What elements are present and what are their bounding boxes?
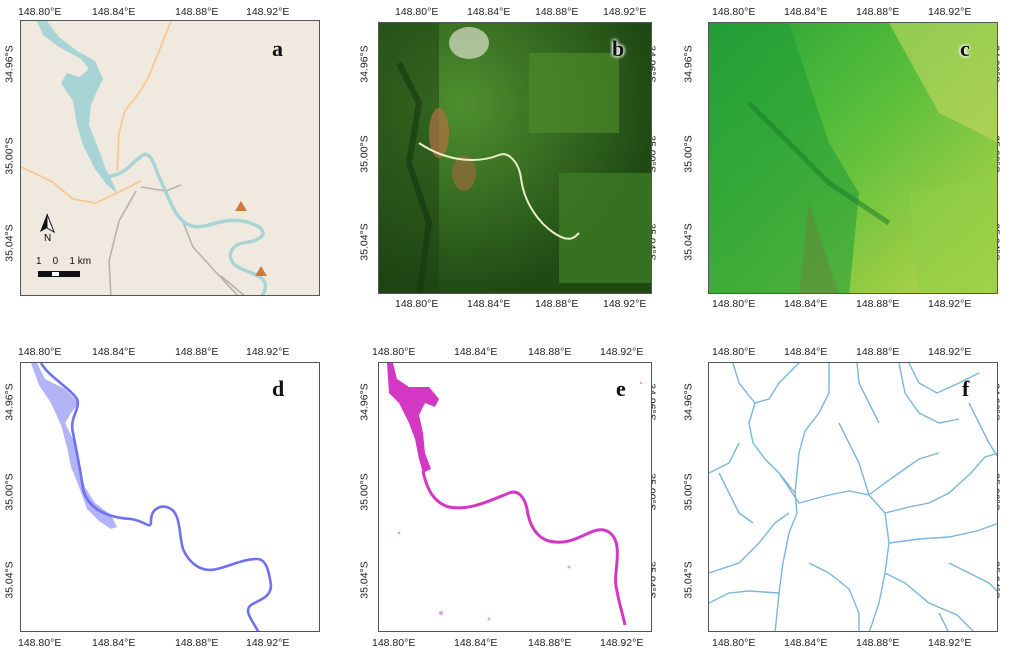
tick-top-3: 148.88°E (856, 346, 900, 358)
marker-triangle-2 (255, 266, 267, 276)
tick-top-4: 148.92°E (246, 346, 290, 358)
panel-e: 148.80°E 148.84°E 148.88°E 148.92°E 148.… (350, 340, 690, 655)
tick-top-1: 148.80°E (712, 6, 756, 18)
panel-label-d: d (272, 376, 285, 401)
tick-top-3: 148.88°E (535, 6, 579, 18)
panel-a: 148.80°E 148.84°E 148.88°E 148.92°E 34.9… (0, 0, 340, 320)
tick-left-3: 35.04°S (358, 223, 371, 261)
tick-bottom-3: 148.88°E (856, 298, 900, 310)
north-arrow-icon (36, 212, 58, 238)
river-mask (31, 363, 273, 631)
tick-left-2: 35.00°S (682, 473, 695, 511)
tick-left-3: 35.04°S (3, 561, 16, 599)
tick-top-3: 148.88°E (856, 6, 900, 18)
tick-top-2: 148.84°E (784, 346, 828, 358)
tick-top-1: 148.80°E (712, 346, 756, 358)
tick-bottom-1: 148.80°E (712, 298, 756, 310)
tick-top-3: 148.88°E (175, 6, 219, 18)
tick-bottom-1: 148.80°E (395, 298, 439, 310)
tick-bottom-2: 148.84°E (467, 298, 511, 310)
map-frame-b (378, 22, 652, 294)
tick-bottom-2: 148.84°E (784, 298, 828, 310)
panel-c: 148.80°E 148.84°E 148.88°E 148.92°E 148.… (680, 0, 1024, 320)
tick-top-1: 148.80°E (395, 6, 439, 18)
scale-bar (38, 271, 80, 277)
tick-left-3: 35.04°S (682, 223, 695, 261)
tick-top-2: 148.84°E (92, 346, 136, 358)
tick-top-2: 148.84°E (467, 6, 511, 18)
marker-triangle-1 (235, 201, 247, 211)
map-frame-e (378, 362, 652, 632)
tick-top-4: 148.92°E (600, 346, 644, 358)
panel-b: 148.80°E 148.84°E 148.88°E 148.92°E 148.… (350, 0, 690, 320)
tick-top-2: 148.84°E (92, 6, 136, 18)
tick-top-4: 148.92°E (603, 6, 647, 18)
tick-bottom-2: 148.84°E (784, 637, 828, 649)
tick-top-2: 148.84°E (454, 346, 498, 358)
tick-left-2: 35.00°S (3, 137, 16, 175)
tick-bottom-4: 148.92°E (603, 298, 647, 310)
reference-map (21, 21, 268, 295)
hillshade-image (709, 23, 997, 293)
panel-label-b: b (612, 36, 625, 61)
water-classification (387, 363, 643, 626)
tick-top-1: 148.80°E (372, 346, 416, 358)
tick-left-3: 35.04°S (358, 561, 371, 599)
tick-left-1: 34.96°S (682, 45, 695, 83)
panel-label-a: a (272, 36, 283, 61)
tick-bottom-2: 148.84°E (454, 637, 498, 649)
tick-bottom-3: 148.88°E (856, 637, 900, 649)
map-frame-f (708, 362, 998, 632)
tick-bottom-3: 148.88°E (535, 298, 579, 310)
tick-left-2: 35.00°S (358, 135, 371, 173)
panel-label-e: e (616, 376, 626, 401)
tick-bottom-1: 148.80°E (18, 637, 62, 649)
tick-bottom-4: 148.92°E (928, 298, 972, 310)
tick-top-1: 148.80°E (18, 346, 62, 358)
tick-bottom-4: 148.92°E (928, 637, 972, 649)
satellite-image (379, 23, 651, 293)
tick-left-2: 35.00°S (358, 473, 371, 511)
tick-left-1: 34.96°S (682, 383, 695, 421)
drainage-network (709, 363, 997, 631)
tick-left-1: 34.96°S (3, 383, 16, 421)
tick-bottom-1: 148.80°E (712, 637, 756, 649)
tick-bottom-4: 148.92°E (600, 637, 644, 649)
tick-bottom-1: 148.80°E (372, 637, 416, 649)
map-frame-c (708, 22, 998, 294)
tick-top-1: 148.80°E (18, 6, 62, 18)
tick-bottom-2: 148.84°E (92, 637, 136, 649)
tick-bottom-4: 148.92°E (246, 637, 290, 649)
map-frame-d (20, 362, 320, 632)
tick-top-3: 148.88°E (528, 346, 572, 358)
tick-top-2: 148.84°E (784, 6, 828, 18)
tick-left-1: 34.96°S (358, 45, 371, 83)
tick-top-3: 148.88°E (175, 346, 219, 358)
tick-bottom-3: 148.88°E (175, 637, 219, 649)
map-frame-a (20, 20, 320, 296)
tick-left-1: 34.96°S (358, 383, 371, 421)
panel-d: 148.80°E 148.84°E 148.88°E 148.92°E 148.… (0, 340, 340, 655)
north-label: N (44, 233, 52, 244)
tick-left-2: 35.00°S (682, 135, 695, 173)
panel-f: 148.80°E 148.84°E 148.88°E 148.92°E 148.… (680, 340, 1024, 655)
tick-top-4: 148.92°E (928, 346, 972, 358)
tick-left-3: 35.04°S (682, 561, 695, 599)
panel-label-f: f (962, 376, 970, 401)
tick-left-3: 35.04°S (3, 224, 16, 262)
tick-bottom-3: 148.88°E (528, 637, 572, 649)
tick-top-4: 148.92°E (928, 6, 972, 18)
tick-left-2: 35.00°S (3, 473, 16, 511)
scale-bar-label: 1 0 1 km (36, 256, 92, 267)
panel-label-c: c (960, 36, 970, 61)
tick-left-1: 34.96°S (3, 45, 16, 83)
tick-top-4: 148.92°E (246, 6, 290, 18)
